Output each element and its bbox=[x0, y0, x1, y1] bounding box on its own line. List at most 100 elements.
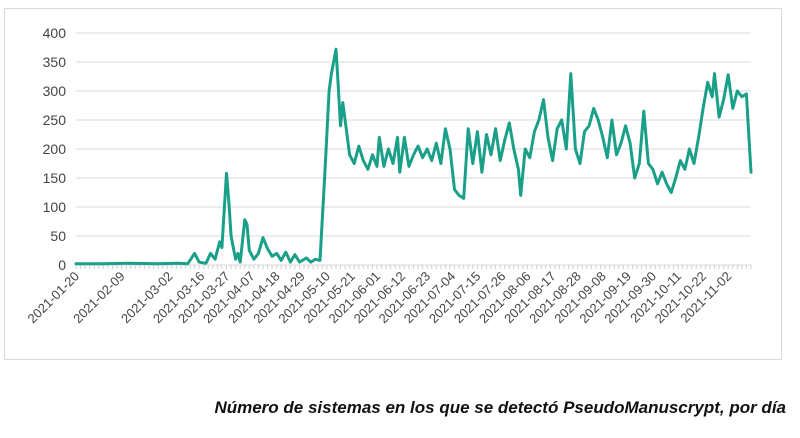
gridlines bbox=[76, 32, 751, 266]
data-point-2021-04-08 bbox=[252, 258, 256, 261]
data-point-2021-08-31 bbox=[583, 130, 586, 133]
chart-frame: 0 50 100 150 200 250 300 350 400 2021-01-20 2021-… bbox=[4, 8, 782, 360]
data-point-2021-02-25 bbox=[156, 262, 160, 266]
data-point-2021-05-15 bbox=[337, 84, 340, 87]
data-point-2021-05-28 bbox=[366, 168, 370, 171]
data-point-2021-09-12 bbox=[610, 118, 614, 122]
data-point-2021-05-07 bbox=[318, 259, 322, 262]
data-point-2021-09-22 bbox=[633, 176, 636, 180]
data-point-2021-03-25 bbox=[220, 246, 224, 249]
data-point-2021-03-18 bbox=[204, 262, 208, 265]
data-point-2021-07-09 bbox=[462, 197, 465, 200]
data-point-2021-08-27 bbox=[574, 147, 577, 151]
data-point-2021-05-01 bbox=[305, 256, 308, 260]
y-tick-label: 350 bbox=[43, 54, 67, 70]
data-point-2021-04-14 bbox=[266, 247, 269, 250]
data-point-2021-09-18 bbox=[624, 124, 627, 128]
data-point-2021-02-12 bbox=[127, 262, 130, 265]
data-point-2021-05-22 bbox=[353, 162, 356, 165]
data-point-2021-09-08 bbox=[601, 136, 604, 139]
data-point-2021-04-01 bbox=[236, 252, 240, 255]
y-tick-label: 200 bbox=[43, 141, 67, 157]
x-axis-ticks: 2021-01-202021-02-092021-03-022021-03-16… bbox=[24, 265, 752, 326]
data-point-2021-06-13 bbox=[403, 136, 406, 139]
data-point-2021-08-11 bbox=[537, 118, 541, 122]
data-point-2021-05-11 bbox=[327, 89, 331, 93]
data-point-2021-07-07 bbox=[457, 194, 461, 197]
y-tick-label: 100 bbox=[43, 199, 67, 215]
y-tick-label: 50 bbox=[50, 228, 66, 244]
data-point-2021-02-01 bbox=[102, 262, 105, 266]
y-tick-label: 400 bbox=[43, 25, 67, 41]
data-point-2021-08-15 bbox=[546, 136, 550, 139]
data-point-2021-06-11 bbox=[398, 171, 402, 174]
data-point-2021-08-29 bbox=[578, 162, 582, 165]
data-point-2021-07-17 bbox=[480, 171, 484, 174]
data-point-2021-09-16 bbox=[619, 142, 623, 145]
data-point-2021-08-07 bbox=[528, 156, 532, 159]
data-point-2021-05-16 bbox=[339, 124, 342, 128]
data-point-2021-09-06 bbox=[597, 118, 600, 122]
data-point-2021-09-02 bbox=[587, 124, 591, 128]
data-point-2021-03-22 bbox=[213, 258, 217, 261]
data-point-2021-05-09 bbox=[323, 176, 326, 180]
data-point-2021-01-20 bbox=[74, 262, 78, 266]
series-layer bbox=[74, 47, 753, 266]
data-point-2021-04-02 bbox=[238, 260, 242, 264]
data-point-2021-04-05 bbox=[245, 223, 249, 226]
data-point-2021-08-21 bbox=[560, 118, 563, 122]
data-point-2021-04-10 bbox=[257, 252, 260, 255]
data-point-2021-05-05 bbox=[314, 258, 317, 261]
data-point-2021-07-13 bbox=[471, 162, 474, 165]
data-point-2021-07-05 bbox=[453, 188, 456, 191]
data-point-2021-06-25 bbox=[430, 159, 433, 162]
data-point-2021-08-25 bbox=[569, 72, 573, 75]
data-point-2021-09-26 bbox=[642, 110, 646, 113]
data-point-2021-11-02 bbox=[726, 73, 730, 76]
data-point-2021-05-24 bbox=[357, 144, 360, 148]
data-point-2021-10-06 bbox=[665, 182, 668, 185]
data-point-2021-10-31 bbox=[722, 98, 725, 101]
data-point-2021-03-29 bbox=[229, 234, 233, 238]
data-point-2021-03-20 bbox=[209, 252, 212, 255]
data-point-2021-09-14 bbox=[615, 153, 618, 156]
data-point-2021-08-19 bbox=[555, 127, 559, 130]
data-point-2021-06-27 bbox=[435, 142, 438, 145]
data-point-2021-07-15 bbox=[476, 130, 479, 133]
data-point-2021-06-01 bbox=[375, 165, 379, 168]
data-point-2021-09-28 bbox=[647, 162, 650, 165]
data-point-2021-04-24 bbox=[289, 260, 292, 264]
data-point-2021-04-22 bbox=[284, 251, 287, 254]
data-point-2021-11-10 bbox=[745, 92, 748, 96]
data-point-2021-11-08 bbox=[740, 95, 744, 99]
data-point-2021-07-11 bbox=[467, 127, 470, 130]
data-point-2021-05-26 bbox=[362, 159, 365, 162]
data-point-2021-11-04 bbox=[731, 107, 734, 110]
data-point-2021-06-29 bbox=[439, 162, 443, 165]
data-point-2021-06-10 bbox=[396, 136, 399, 139]
data-point-2021-07-31 bbox=[512, 147, 516, 151]
data-point-2021-03-30 bbox=[232, 246, 235, 249]
data-point-2021-07-01 bbox=[444, 127, 447, 130]
data-point-2021-07-29 bbox=[508, 121, 511, 125]
data-point-2021-08-23 bbox=[565, 147, 568, 151]
data-point-2021-09-30 bbox=[651, 168, 655, 171]
data-point-2021-05-18 bbox=[343, 118, 347, 122]
data-point-2021-10-27 bbox=[713, 72, 716, 75]
data-point-2021-10-16 bbox=[688, 147, 691, 151]
data-point-2021-10-10 bbox=[674, 176, 677, 180]
data-point-2021-10-14 bbox=[683, 168, 687, 171]
data-point-2021-06-17 bbox=[412, 153, 415, 156]
data-point-2021-10-24 bbox=[706, 81, 709, 84]
data-point-2021-10-20 bbox=[697, 136, 700, 139]
data-point-2021-08-05 bbox=[524, 147, 527, 151]
data-point-2021-10-18 bbox=[692, 162, 696, 165]
data-point-2021-04-12 bbox=[261, 236, 265, 239]
series-points-0 bbox=[74, 48, 753, 266]
data-point-2021-08-17 bbox=[551, 159, 554, 162]
data-point-2021-04-16 bbox=[270, 255, 274, 258]
data-point-2021-06-08 bbox=[391, 162, 395, 165]
data-point-2021-05-20 bbox=[348, 153, 351, 156]
data-point-2021-03-27 bbox=[225, 172, 228, 175]
data-point-2021-06-04 bbox=[382, 165, 386, 168]
